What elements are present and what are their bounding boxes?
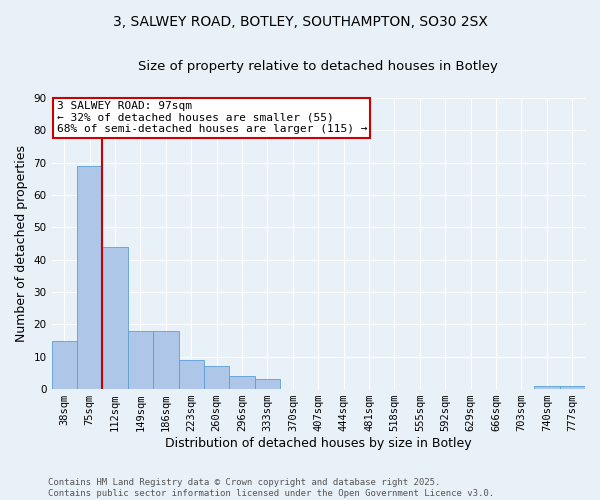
Bar (103, 246, 128, 389)
Y-axis label: Number of detached properties: Number of detached properties (15, 145, 28, 342)
Bar (179, 360, 204, 389)
Bar (534, 386, 560, 389)
X-axis label: Distribution of detached houses by size in Botley: Distribution of detached houses by size … (165, 437, 472, 450)
Bar (255, 380, 280, 389)
Title: Size of property relative to detached houses in Botley: Size of property relative to detached ho… (139, 60, 498, 73)
Bar (204, 366, 229, 389)
Bar (560, 386, 585, 389)
Text: Contains HM Land Registry data © Crown copyright and database right 2025.
Contai: Contains HM Land Registry data © Crown c… (48, 478, 494, 498)
Bar (153, 331, 179, 389)
Bar (77, 166, 103, 389)
Text: 3, SALWEY ROAD, BOTLEY, SOUTHAMPTON, SO30 2SX: 3, SALWEY ROAD, BOTLEY, SOUTHAMPTON, SO3… (113, 15, 487, 29)
Bar (128, 331, 153, 389)
Bar (52, 340, 77, 389)
Bar (229, 376, 255, 389)
Text: 3 SALWEY ROAD: 97sqm
← 32% of detached houses are smaller (55)
68% of semi-detac: 3 SALWEY ROAD: 97sqm ← 32% of detached h… (56, 101, 367, 134)
